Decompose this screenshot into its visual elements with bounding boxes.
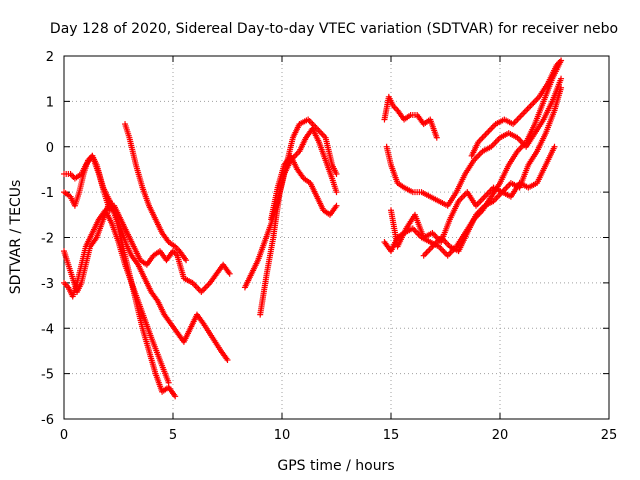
data-point bbox=[333, 170, 340, 177]
series-7 bbox=[268, 152, 340, 223]
series-2 bbox=[61, 198, 179, 400]
y-tick-label: 1 bbox=[46, 95, 54, 110]
data-point bbox=[183, 257, 190, 264]
x-tick-label: 0 bbox=[60, 428, 68, 443]
y-axis-label: SDTVAR / TECUs bbox=[8, 180, 24, 295]
series-8 bbox=[381, 93, 440, 141]
y-tick-label: -5 bbox=[41, 368, 54, 383]
x-tick-label: 20 bbox=[492, 428, 509, 443]
chart-title: Day 128 of 2020, Sidereal Day-to-day VTE… bbox=[50, 21, 618, 37]
x-tick-label: 15 bbox=[383, 428, 400, 443]
x-tick-label: 5 bbox=[169, 428, 177, 443]
data-point bbox=[226, 270, 233, 277]
data-marks bbox=[61, 57, 565, 400]
data-point bbox=[165, 379, 172, 386]
data-point bbox=[224, 357, 231, 364]
y-tick-label: -6 bbox=[41, 413, 54, 428]
grid-lines bbox=[64, 56, 609, 419]
data-point bbox=[333, 202, 340, 209]
x-axis-label: GPS time / hours bbox=[277, 458, 394, 474]
series-3 bbox=[61, 207, 172, 386]
series-4 bbox=[122, 121, 190, 264]
y-tick-label: -3 bbox=[41, 277, 54, 292]
y-tick-label: -2 bbox=[41, 232, 54, 247]
y-tick-label: -1 bbox=[41, 186, 54, 201]
y-tick-label: 2 bbox=[46, 50, 54, 65]
series-11 bbox=[388, 84, 565, 250]
y-tick-label: 0 bbox=[46, 141, 54, 156]
data-point bbox=[333, 189, 340, 196]
series-10 bbox=[381, 57, 565, 259]
data-point bbox=[172, 393, 179, 400]
data-point bbox=[558, 75, 565, 82]
axis-ticks: 0 5 10 15 20 25 -6 -5 -4 -3 -2 -1 0 1 2 bbox=[41, 50, 617, 443]
data-point bbox=[433, 134, 440, 141]
series-9 bbox=[383, 75, 565, 209]
series-0 bbox=[61, 152, 233, 295]
x-tick-label: 10 bbox=[274, 428, 291, 443]
x-tick-label: 25 bbox=[601, 428, 618, 443]
series-1 bbox=[61, 152, 231, 364]
y-tick-label: -4 bbox=[41, 322, 54, 337]
